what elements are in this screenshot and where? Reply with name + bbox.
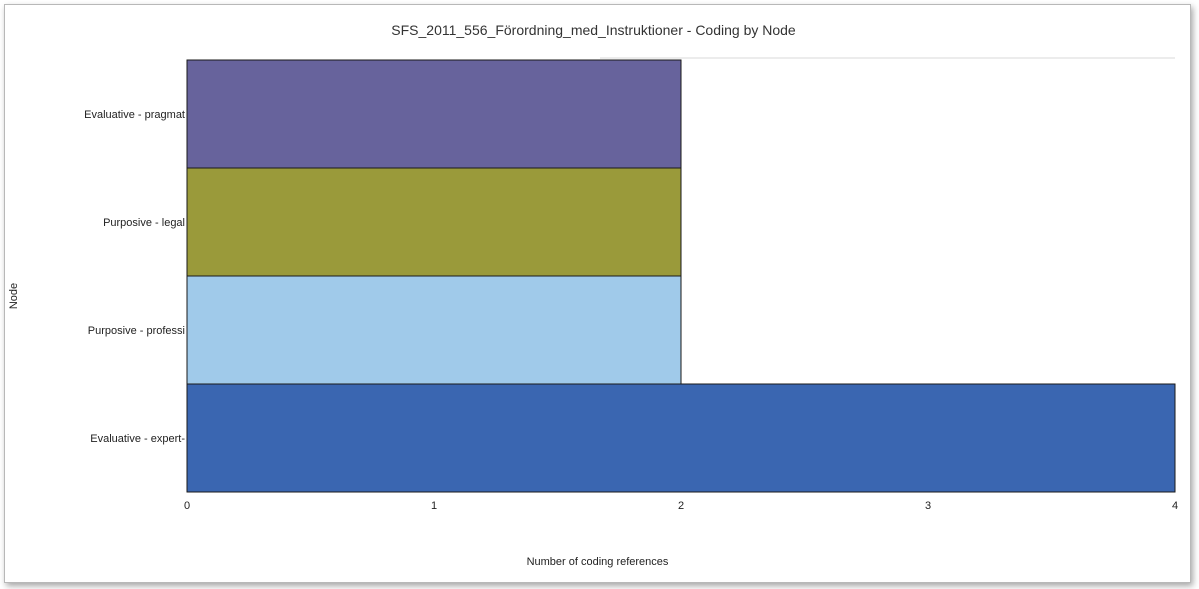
bars-group: [186, 59, 1176, 493]
category-label-1: Purposive - legal: [103, 217, 185, 229]
x-axis-title: Number of coding references: [526, 556, 669, 568]
x-tick-label-3: 3: [925, 500, 931, 512]
bar-3: [186, 383, 1176, 493]
bar-0: [186, 59, 682, 169]
x-tick-label-2: 2: [678, 500, 684, 512]
x-tick-label-0: 0: [184, 500, 190, 512]
category-label-2: Purposive - professi: [88, 325, 185, 337]
category-label-3: Evaluative - expert-: [90, 433, 185, 445]
chart-title: SFS_2011_556_Förordning_med_Instruktione…: [391, 22, 796, 38]
x-tick-label-1: 1: [431, 500, 437, 512]
x-tick-label-4: 4: [1172, 500, 1178, 512]
x-ticks-group: 0 1 2 3 4: [184, 500, 1178, 512]
category-label-0: Evaluative - pragmat: [84, 109, 185, 121]
bar-1: [186, 167, 682, 277]
category-labels-group: Evaluative - pragmat Purposive - legal Pur…: [84, 109, 185, 445]
bar-2: [186, 275, 682, 385]
